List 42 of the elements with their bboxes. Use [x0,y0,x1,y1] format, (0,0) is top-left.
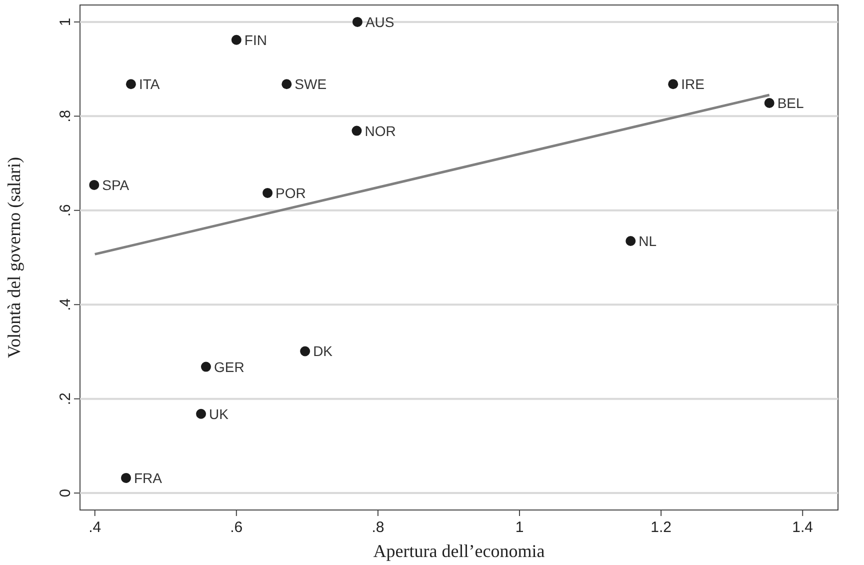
annotation: SWE [294,76,327,92]
y-tick-label: .6 [57,204,74,217]
point [121,472,132,483]
annotation: SPA [102,176,130,193]
point [668,79,678,90]
x-tick-label: 1 [515,519,524,536]
point [231,34,242,45]
x-tick-label: .8 [372,519,384,536]
point [89,180,100,190]
y-axis-title: Volontà del governo (salari) [4,156,24,358]
x-tick-label: .4 [88,519,102,536]
annotation: NOR [364,122,396,139]
annotation: BEL [777,94,804,111]
annotation: UK [209,406,230,422]
x-tick-label: 1.2 [650,519,672,536]
point [196,408,206,419]
point [626,236,636,246]
annotation: FIN [244,32,267,48]
annotation: AUS [365,14,394,30]
point [200,362,211,372]
point [352,126,362,136]
annotation: DK [313,343,334,360]
point [300,346,310,356]
annotation: ITA [138,76,160,92]
y-tick-label: .2 [57,392,74,406]
y-tick-label: 1 [57,18,74,26]
annotation: FRA [134,470,163,486]
point [262,188,273,198]
x-tick-label: 1.4 [792,519,814,536]
point [352,16,362,27]
y-tick-label: 0 [57,488,74,498]
y-tick-label: .8 [57,110,74,122]
x-tick-label: .6 [230,519,243,536]
annotation: POR [276,184,306,201]
point [282,79,292,90]
annotation: IRE [681,76,704,92]
point [126,79,136,90]
x-axis-title: Apertura dell’economia [373,541,545,561]
annotation: GER [214,358,244,375]
annotation: NL [638,233,657,250]
y-tick-label: .4 [57,298,74,311]
point [764,98,774,108]
